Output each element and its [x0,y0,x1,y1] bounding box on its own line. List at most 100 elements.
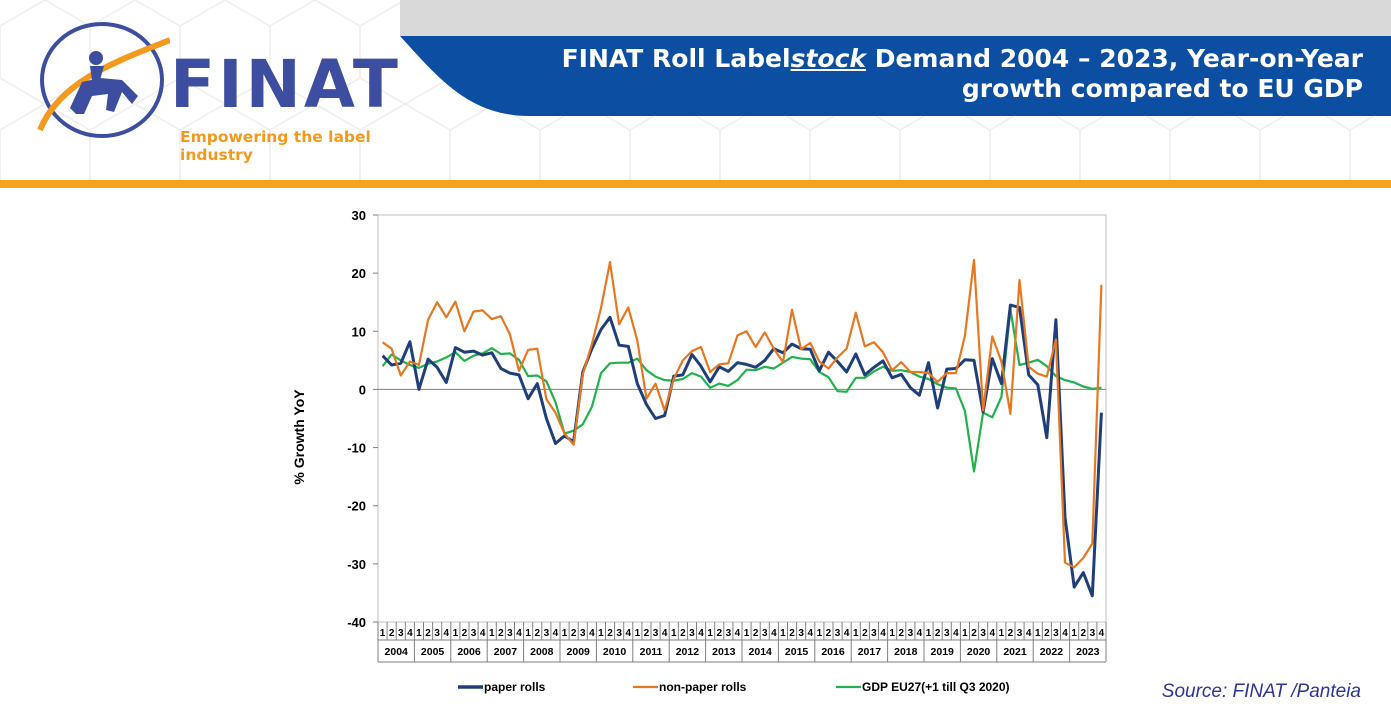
y-tick-label: -40 [347,615,366,630]
quarter-label: 2 [898,628,904,639]
y-tick-label: -10 [347,441,366,456]
quarter-label: 4 [844,628,850,639]
quarter-label: 4 [953,628,959,639]
quarter-label: 2 [716,628,722,639]
quarter-label: 4 [1026,628,1032,639]
quarter-label: 1 [707,628,713,639]
year-label: 2023 [1076,646,1100,658]
y-axis-label: % Growth YoY [291,389,307,485]
quarter-label: 2 [534,628,540,639]
series-line-non-paper-rolls [381,258,1103,569]
quarter-label: 3 [471,628,477,639]
quarter-label: 2 [826,628,832,639]
year-label: 2015 [785,646,809,658]
quarter-label: 3 [762,628,768,639]
quarter-label: 2 [935,628,941,639]
finat-logo: FINAT Empowering the label industry [30,20,401,164]
quarter-label: 4 [698,628,704,639]
y-tick-label: -30 [347,557,366,572]
quarter-label: 4 [917,628,923,639]
title-banner [400,36,1391,116]
year-label: 2010 [603,646,627,658]
legend-label: GDP EU27(+1 till Q3 2020) [862,680,1010,694]
quarter-label: 4 [771,628,777,639]
quarter-label: 4 [589,628,595,639]
quarter-label: 1 [525,628,531,639]
page-title: FINAT Roll Labelstock Demand 2004 – 2023… [561,44,1363,103]
source-note: Source: FINAT /Panteia [1161,681,1361,702]
year-label: 2020 [967,646,991,658]
year-label: 2006 [457,646,481,658]
year-label: 2017 [858,646,882,658]
quarter-label: 1 [889,628,895,639]
quarter-label: 4 [807,628,813,639]
quarter-label: 4 [880,628,886,639]
legend-label: paper rolls [484,680,546,694]
quarter-label: 4 [625,628,631,639]
year-label: 2022 [1040,646,1064,658]
quarter-label: 3 [944,628,950,639]
quarter-label: 1 [453,628,459,639]
quarter-label: 3 [1053,628,1059,639]
quarter-label: 1 [380,628,386,639]
quarter-label: 1 [489,628,495,639]
quarter-label: 4 [516,628,522,639]
quarter-label: 3 [434,628,440,639]
plot-area [377,214,1107,623]
quarter-label: 2 [607,628,613,639]
quarter-label: 3 [1017,628,1023,639]
quarter-label: 1 [1035,628,1041,639]
quarter-label: 3 [871,628,877,639]
year-label: 2021 [1003,646,1027,658]
quarter-label: 3 [689,628,695,639]
y-tick-label: 20 [352,266,366,281]
quarter-label: 1 [562,628,568,639]
quarter-label: 1 [671,628,677,639]
quarter-label: 4 [662,628,668,639]
quarter-label: 2 [1080,628,1086,639]
quarter-label: 1 [962,628,968,639]
quarter-label: 2 [498,628,504,639]
quarter-label: 1 [999,628,1005,639]
quarter-label: 2 [789,628,795,639]
quarter-label: 1 [744,628,750,639]
quarter-label: 3 [1090,628,1096,639]
quarter-label: 4 [443,628,449,639]
quarter-label: 4 [553,628,559,639]
quarter-label: 3 [653,628,659,639]
quarter-label: 3 [798,628,804,639]
quarter-label: 1 [635,628,641,639]
quarter-label: 3 [544,628,550,639]
quarter-label: 3 [616,628,622,639]
header-grey-band [400,0,1391,36]
quarter-label: 1 [1071,628,1077,639]
quarter-label: 4 [1062,628,1068,639]
quarter-label: 1 [416,628,422,639]
year-label: 2011 [640,646,663,658]
year-label: 2009 [567,646,591,658]
quarter-label: 4 [735,628,741,639]
quarter-label: 4 [480,628,486,639]
series-line-gdp [381,308,1102,473]
header-divider [0,180,1391,188]
year-label: 2007 [494,646,518,658]
logo-wordmark: FINAT [170,46,401,123]
quarter-label: 3 [507,628,513,639]
year-label: 2016 [821,646,845,658]
horse-rider-emblem-icon [37,22,170,138]
quarter-label: 3 [908,628,914,639]
year-label: 2008 [530,646,554,658]
quarter-label: 1 [853,628,859,639]
y-tick-label: 10 [352,324,366,339]
quarter-label: 2 [971,628,977,639]
quarter-label: 2 [862,628,868,639]
quarter-label: 4 [407,628,413,639]
quarter-label: 2 [1044,628,1050,639]
year-label: 2012 [676,646,700,658]
quarter-label: 2 [753,628,759,639]
quarter-label: 2 [644,628,650,639]
year-label: 2004 [385,646,409,658]
quarter-label: 1 [817,628,823,639]
quarter-label: 2 [389,628,395,639]
